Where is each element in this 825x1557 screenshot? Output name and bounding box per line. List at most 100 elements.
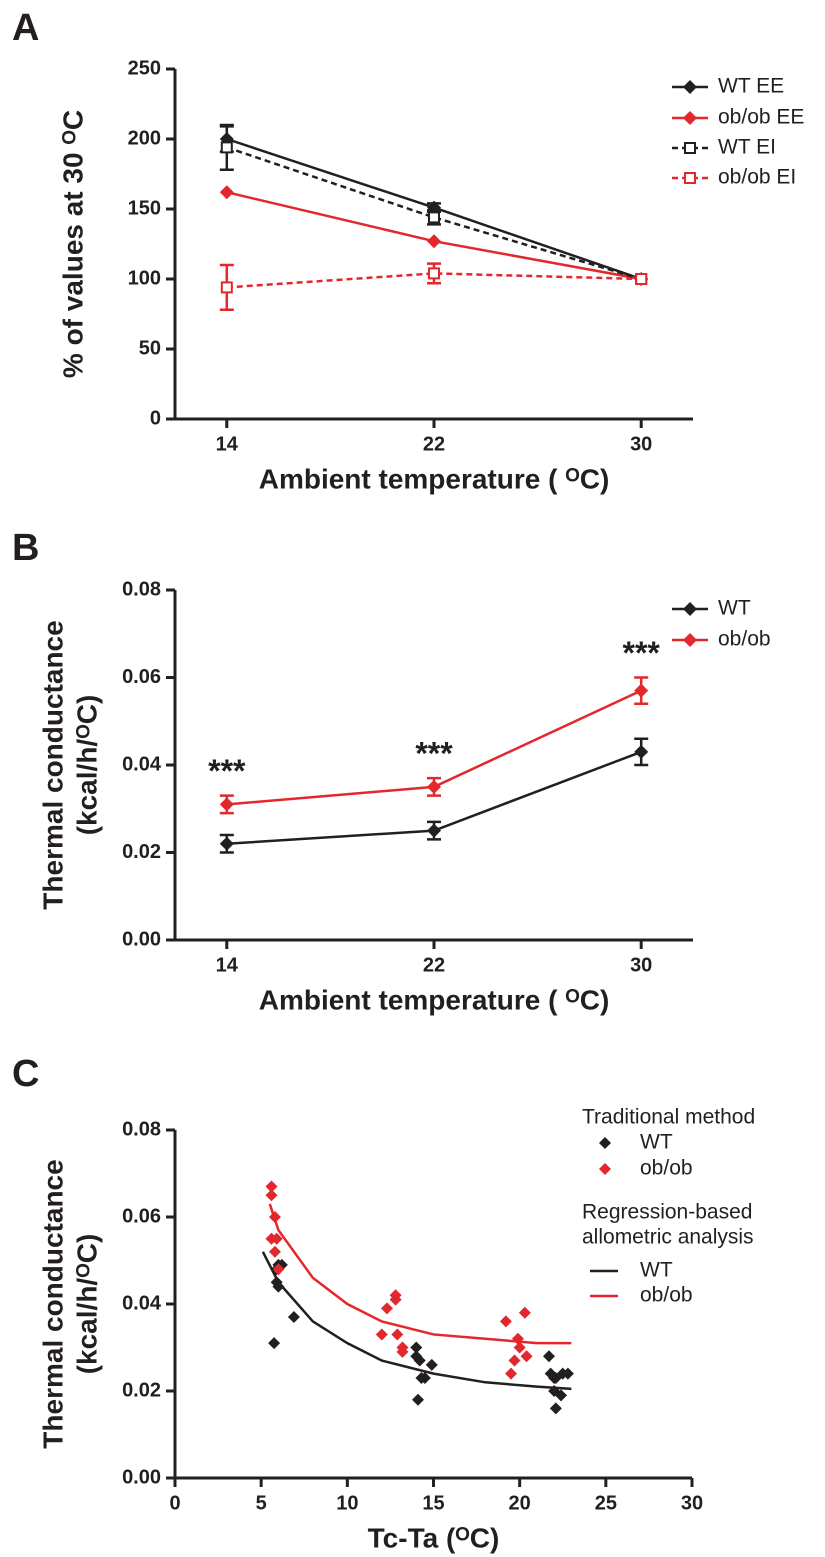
point [268,1337,281,1350]
y-tick-label: 150 [128,197,161,219]
x-tick-label: 10 [336,1492,358,1514]
x-tick-label: 15 [422,1492,444,1514]
x-axis-title: Ambient temperature ( ᴼC) [259,463,610,494]
legend-title: allometric analysis [582,1226,754,1249]
y-axis-title: Thermal conductance [37,620,68,909]
marker [428,267,440,280]
annotation: *** [415,736,453,772]
y-tick-label: 50 [139,337,161,359]
panel-label: B [12,527,39,569]
legend-label: WT EE [718,75,784,98]
y-tick-label: 0.04 [122,1292,162,1314]
marker [427,823,441,838]
legend-marker [683,80,697,94]
point [375,1328,388,1341]
marker [219,797,234,812]
x-tick-label: 20 [509,1492,531,1514]
point [391,1328,404,1341]
x-tick-label: 30 [681,1492,703,1514]
point [268,1245,281,1258]
x-tick-label: 30 [630,954,652,976]
marker [427,779,441,794]
marker [428,211,440,224]
point [270,1232,283,1245]
y-tick-label: 0 [150,407,161,429]
fit-line [268,1203,572,1345]
x-tick-label: 14 [216,433,239,455]
legend-label: WT [718,597,751,620]
legend-label: ob/ob [640,1284,693,1307]
panel-label: C [12,1053,39,1095]
marker [634,744,649,759]
y-tick-label: 0.08 [122,578,161,600]
legend-marker [684,172,696,184]
point [413,1354,426,1367]
y-tick-label: 200 [128,127,161,149]
y-tick-label: 0.06 [122,1205,161,1227]
legend-marker [683,111,697,125]
y-tick-label: 0.00 [122,928,161,950]
point [265,1180,278,1193]
y-tick-label: 0.04 [122,753,162,775]
legend-label: ob/ob [640,1157,693,1180]
legend-label: WT [640,1131,673,1154]
annotation: *** [623,635,661,671]
x-tick-label: 0 [169,1492,180,1514]
y-tick-label: 250 [128,57,161,79]
point [499,1315,512,1328]
x-tick-label: 30 [630,433,652,455]
marker [427,234,441,249]
marker [635,273,648,285]
point [425,1358,438,1371]
fit-line [261,1251,572,1391]
y-axis-title: (kcal/h/ᴼC) [71,695,102,836]
legend-marker [599,1137,611,1149]
point [555,1389,568,1402]
marker [220,141,233,154]
y-axis-title: (kcal/h/ᴼC) [71,1234,102,1375]
legend-marker [683,602,697,616]
marker [219,836,234,851]
y-tick-label: 0.02 [122,841,161,863]
point [505,1367,518,1380]
point [396,1345,409,1358]
point [380,1302,393,1315]
legend-marker [683,633,697,647]
point [508,1354,521,1367]
marker [220,281,233,294]
point [411,1393,424,1406]
x-tick-label: 5 [256,1492,267,1514]
point [549,1402,562,1415]
marker [634,683,649,698]
point [418,1371,431,1384]
series-line [226,146,642,281]
point [389,1293,402,1306]
point [265,1189,278,1202]
legend-marker [599,1163,611,1175]
legend-label: ob/ob EE [718,106,804,129]
point [561,1367,574,1380]
y-tick-label: 0.00 [122,1466,161,1488]
point [287,1311,300,1324]
y-tick-label: 0.08 [122,1118,161,1140]
legend-label: ob/ob [718,628,771,651]
point [518,1306,531,1319]
panel-label: A [12,7,39,49]
annotation: *** [208,753,246,789]
point [520,1350,533,1363]
legend-label: ob/ob EI [718,166,796,189]
y-tick-label: 0.06 [122,666,161,688]
point [272,1263,285,1276]
y-tick-label: 0.02 [122,1379,161,1401]
y-tick-label: 100 [128,267,161,289]
x-tick-label: 22 [423,433,445,455]
x-tick-label: 14 [216,954,239,976]
x-axis-title: Tc-Ta (ᴼC) [368,1522,500,1553]
series-line [226,272,642,289]
point [542,1350,555,1363]
marker [219,185,234,200]
point [410,1341,423,1354]
x-tick-label: 25 [595,1492,617,1514]
y-axis-title: % of values at 30 ᴼC [57,110,88,378]
